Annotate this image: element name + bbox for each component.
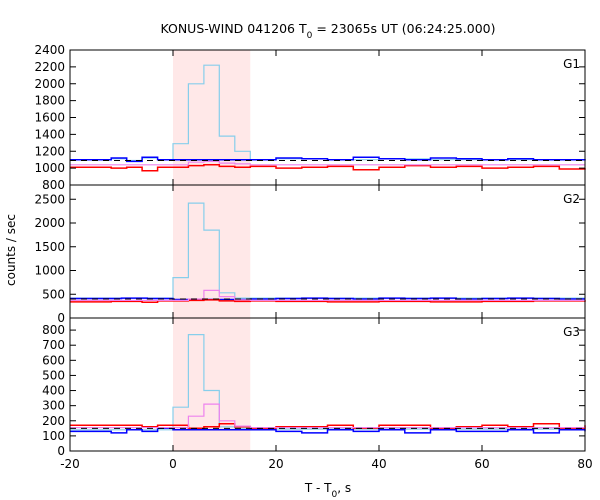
- series-red-line: [70, 164, 586, 172]
- y-tick-label: 1600: [34, 111, 65, 125]
- series-red-line: [70, 423, 586, 430]
- y-tick-label: 1800: [34, 94, 65, 108]
- y-tick-label: 2000: [34, 216, 65, 230]
- panel-frame: [69, 317, 586, 452]
- panel-g1: 800 1000 1200 1400 1600 1800 2000 2200 2400 G1: [34, 43, 586, 192]
- series-total-line: [70, 334, 585, 431]
- y-tick-label: 0: [57, 311, 65, 325]
- x-tick-label: 20: [268, 457, 283, 471]
- y-tick-label: 800: [42, 178, 65, 192]
- y-tick-label: 800: [42, 323, 65, 337]
- series-violet-line: [70, 403, 585, 429]
- panel-label: G3: [563, 325, 580, 339]
- chart-panels: 80010001200140016001800200022002400G1050…: [34, 43, 592, 471]
- x-tick-label: 80: [577, 457, 592, 471]
- y-tick-label: 2500: [34, 192, 65, 206]
- x-tick-label: -20: [60, 457, 80, 471]
- y-tick-label: 2200: [34, 60, 65, 74]
- series-violet-line: [70, 289, 585, 301]
- panel-g2: 0 500 1000 1500 2000 2500 G2: [34, 184, 586, 325]
- highlight-band: [173, 185, 251, 318]
- series-violet-line: [70, 160, 585, 166]
- y-tick-label: 2400: [34, 43, 65, 57]
- highlight-band: [173, 318, 251, 451]
- y-tick-label: 200: [42, 414, 65, 428]
- y-tick-label: 1000: [34, 161, 65, 175]
- y-tick-label: 600: [42, 353, 65, 367]
- y-tick-label: 500: [42, 368, 65, 382]
- series-total-line: [70, 64, 586, 162]
- highlight-band: [173, 50, 251, 185]
- series-total-line: [70, 202, 585, 299]
- y-tick-label: 100: [42, 429, 65, 443]
- y-axis-label: counts / sec: [4, 214, 18, 286]
- x-tick-label: 60: [474, 457, 489, 471]
- y-tick-label: 1400: [34, 127, 65, 141]
- series-blue-line: [70, 156, 586, 163]
- y-tick-label: 300: [42, 399, 65, 413]
- y-tick-label: 2000: [34, 77, 65, 91]
- y-tick-label: 0: [57, 444, 65, 458]
- x-axis-label: T - T0, s: [304, 481, 351, 500]
- series-blue-line: [70, 427, 586, 434]
- y-tick-label: 400: [42, 384, 65, 398]
- x-tick-label: 0: [169, 457, 177, 471]
- y-tick-label: 1000: [34, 264, 65, 278]
- y-tick-label: 1200: [34, 144, 65, 158]
- panel-label: G2: [563, 192, 580, 206]
- y-tick-label: 700: [42, 338, 65, 352]
- panel-label: G1: [563, 57, 580, 71]
- x-tick-label: 40: [371, 457, 386, 471]
- y-tick-label: 500: [42, 287, 65, 301]
- chart-title: KONUS-WIND 041206 T0 = 23065s UT (06:24:…: [160, 21, 495, 41]
- y-tick-label: 1500: [34, 240, 65, 254]
- series-red-line: [70, 299, 586, 304]
